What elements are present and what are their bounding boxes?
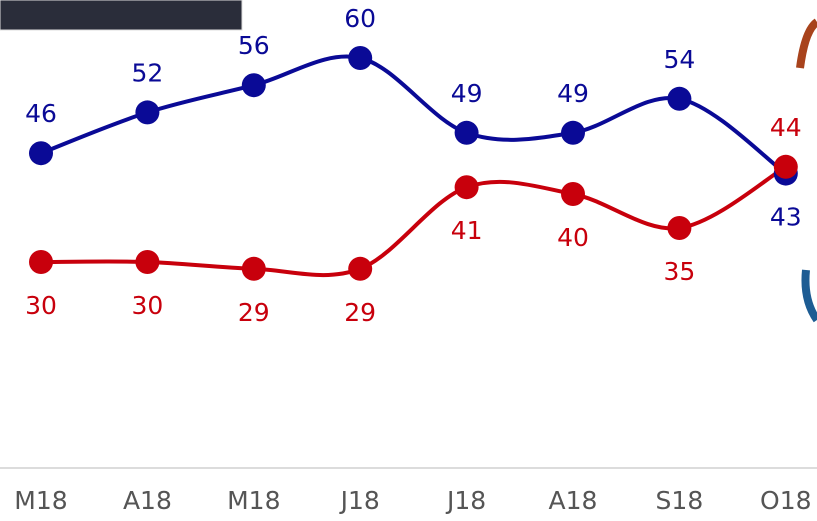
x-tick-label: M18 xyxy=(14,486,67,515)
chart: M18 A18 M18 J18 J18 A18 S18 O18 46 52 56 60 49 49 54 43… xyxy=(0,0,817,521)
point xyxy=(29,141,53,165)
data-label: 29 xyxy=(344,298,376,327)
point xyxy=(667,87,691,111)
data-label: 54 xyxy=(663,45,695,74)
logo-bottom xyxy=(805,270,817,320)
data-label: 49 xyxy=(557,79,589,108)
x-tick-label: J18 xyxy=(445,486,486,515)
point xyxy=(348,46,372,70)
photo xyxy=(0,0,242,30)
logo-top xyxy=(800,22,817,68)
point xyxy=(29,250,53,274)
data-label: 46 xyxy=(25,99,57,128)
x-tick-label: S18 xyxy=(656,486,704,515)
data-label: 43 xyxy=(770,203,802,232)
point xyxy=(242,257,266,281)
data-label: 30 xyxy=(131,291,163,320)
x-tick-label: J18 xyxy=(339,486,380,515)
data-label: 56 xyxy=(238,31,270,60)
x-tick-label: O18 xyxy=(760,486,812,515)
data-label: 41 xyxy=(451,216,483,245)
data-label: 30 xyxy=(25,291,57,320)
x-tick-label: A18 xyxy=(549,486,598,515)
data-label: 44 xyxy=(770,113,802,142)
data-label: 40 xyxy=(557,223,589,252)
point xyxy=(561,121,585,145)
point xyxy=(667,216,691,240)
data-label: 35 xyxy=(663,257,695,286)
data-label: 60 xyxy=(344,4,376,33)
point xyxy=(455,175,479,199)
point xyxy=(242,73,266,97)
point xyxy=(348,257,372,281)
data-label: 49 xyxy=(451,79,483,108)
point xyxy=(774,155,798,179)
point xyxy=(135,100,159,124)
x-tick-label: M18 xyxy=(227,486,280,515)
data-label: 52 xyxy=(131,58,163,87)
x-tick-label: A18 xyxy=(123,486,172,515)
point xyxy=(135,250,159,274)
point xyxy=(561,182,585,206)
data-label: 29 xyxy=(238,298,270,327)
point xyxy=(455,121,479,145)
